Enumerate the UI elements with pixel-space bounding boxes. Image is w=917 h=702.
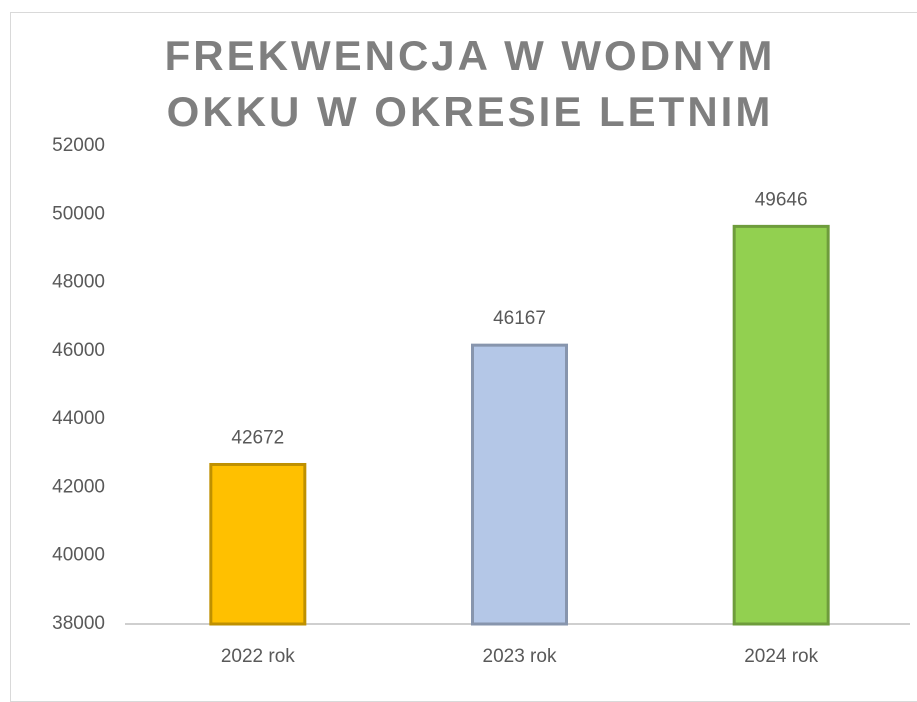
- y-tick-label: 46000: [52, 340, 105, 361]
- data-label: 49646: [755, 189, 808, 210]
- bar: [732, 224, 830, 626]
- bar: [209, 462, 307, 626]
- y-tick-label: 40000: [52, 545, 105, 566]
- page: {"chart_data": {"type": "bar", "title": …: [10, 12, 917, 702]
- y-tick-label: 48000: [52, 272, 105, 293]
- y-tick-label: 38000: [52, 613, 105, 634]
- bar: [471, 343, 568, 626]
- y-tick-label: 42000: [52, 476, 105, 497]
- chart-title: FREKWENCJA W WODNYM OKKU W OKRESIE LETNI…: [164, 32, 776, 135]
- x-tick-label: 2022 rok: [221, 646, 295, 667]
- x-tick-label: 2023 rok: [483, 646, 557, 667]
- x-tick-label: 2024 rok: [744, 646, 818, 667]
- data-label: 42672: [231, 428, 284, 449]
- y-tick-label: 44000: [52, 408, 105, 429]
- y-tick-label: 50000: [52, 203, 105, 224]
- chart: 38000 40000 42000 44000 46000 48000 50000 52000…: [52, 135, 910, 667]
- y-tick-label: 52000: [52, 135, 105, 156]
- data-label: 46167: [493, 308, 546, 329]
